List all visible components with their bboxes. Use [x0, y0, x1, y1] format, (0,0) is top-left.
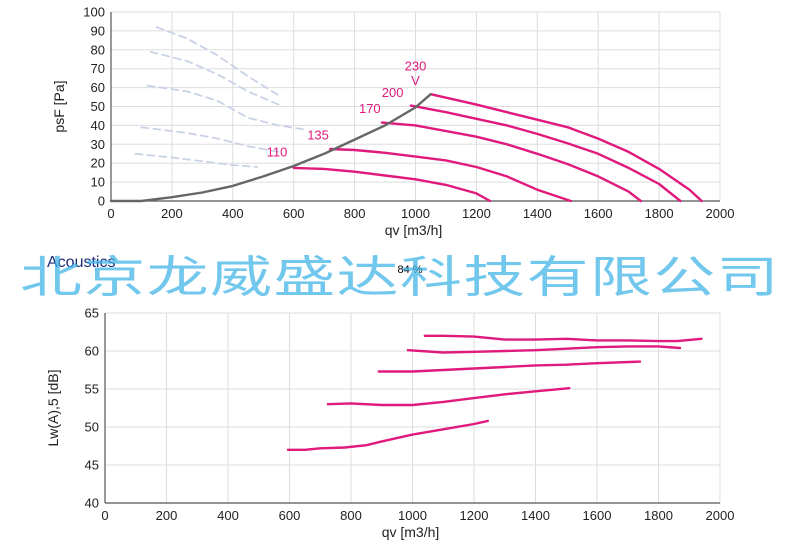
sound-power-curve — [406, 345, 682, 354]
curve-label: 110 — [267, 145, 288, 160]
x-tick-label: 600 — [279, 508, 301, 523]
x-tick-label: 800 — [344, 206, 366, 221]
curve-label: 170 — [359, 101, 381, 116]
y-tick-label: 90 — [91, 23, 105, 38]
y-tick-label: 0 — [98, 194, 105, 209]
y-tick-label: 55 — [85, 382, 99, 397]
sound-power-curve — [377, 360, 642, 373]
curve-label: 200 — [382, 85, 404, 100]
x-tick-label: 1200 — [460, 508, 489, 523]
sound-power-curve — [423, 334, 703, 343]
y-tick-label: 80 — [91, 42, 105, 57]
y-tick-label: 40 — [85, 496, 99, 511]
y-tick-label: 50 — [85, 420, 99, 435]
curve-label: 135 — [307, 128, 329, 143]
y-axis-title: psF [Pa] — [51, 80, 67, 132]
y-tick-label: 20 — [91, 156, 105, 171]
watermark-text: 北京龙威盛达科技有限公司 — [20, 253, 780, 302]
y-tick-label: 60 — [91, 80, 105, 95]
reference-dashed-curve — [140, 126, 280, 153]
reference-dashed-curve — [146, 84, 304, 131]
speed-curve-110 — [292, 166, 492, 203]
x-tick-label: 1800 — [645, 206, 674, 221]
reference-dashed-curve — [149, 50, 280, 106]
y-tick-label: 10 — [91, 175, 105, 190]
section-title: Acoustics — [47, 254, 115, 271]
system-curve — [109, 93, 432, 203]
speed-curve-170 — [380, 121, 642, 203]
sound-power-curve — [326, 387, 571, 407]
efficiency-badge: 84 % — [397, 264, 422, 276]
x-tick-label: 1400 — [523, 206, 552, 221]
x-tick-label: 1000 — [401, 206, 430, 221]
x-axis-title: qv [m3/h] — [382, 524, 440, 540]
y-tick-label: 60 — [85, 344, 99, 359]
x-tick-label: 2000 — [706, 206, 735, 221]
x-tick-label: 1600 — [583, 508, 612, 523]
y-tick-label: 100 — [83, 5, 105, 20]
x-tick-label: 1000 — [398, 508, 427, 523]
x-tick-label: 1600 — [584, 206, 613, 221]
x-tick-label: 200 — [161, 206, 183, 221]
x-tick-label: 400 — [222, 206, 244, 221]
y-tick-label: 45 — [85, 458, 99, 473]
reference-dashed-curve — [155, 26, 280, 97]
x-tick-label: 400 — [217, 508, 239, 523]
speed-curve-135 — [329, 147, 572, 203]
x-tick-label: 800 — [340, 508, 362, 523]
y-tick-label: 50 — [91, 99, 105, 114]
pressure-chart: 0 200 400 600 800 1000 1200 1400 1600 1800 2000 0 10… — [51, 5, 734, 239]
curve-label: V — [411, 73, 420, 88]
y-tick-label: 40 — [91, 118, 105, 133]
sound-power-curve — [286, 419, 489, 451]
y-tick-label: 65 — [85, 306, 99, 321]
x-tick-label: 2000 — [706, 508, 735, 523]
y-tick-label: 70 — [91, 61, 105, 76]
x-tick-label: 1200 — [462, 206, 491, 221]
speed-curve-230 — [429, 93, 703, 203]
y-tick-label: 30 — [91, 137, 105, 152]
x-tick-label: 200 — [156, 508, 178, 523]
y-axis-title: Lw(A),5 [dB] — [45, 369, 61, 446]
speed-curve-200 — [409, 104, 682, 203]
acoustics-chart: 0 200 400 600 800 1000 1200 1400 1600 1800 2000 40 4… — [45, 306, 734, 541]
x-tick-label: 0 — [107, 206, 114, 221]
x-tick-label: 0 — [101, 508, 108, 523]
x-axis-title: qv [m3/h] — [385, 222, 443, 238]
x-tick-label: 1400 — [521, 508, 550, 523]
x-tick-label: 600 — [283, 206, 305, 221]
x-tick-label: 1800 — [644, 508, 673, 523]
reference-dashed-curve — [134, 152, 259, 168]
curve-label: 230 — [405, 59, 427, 74]
